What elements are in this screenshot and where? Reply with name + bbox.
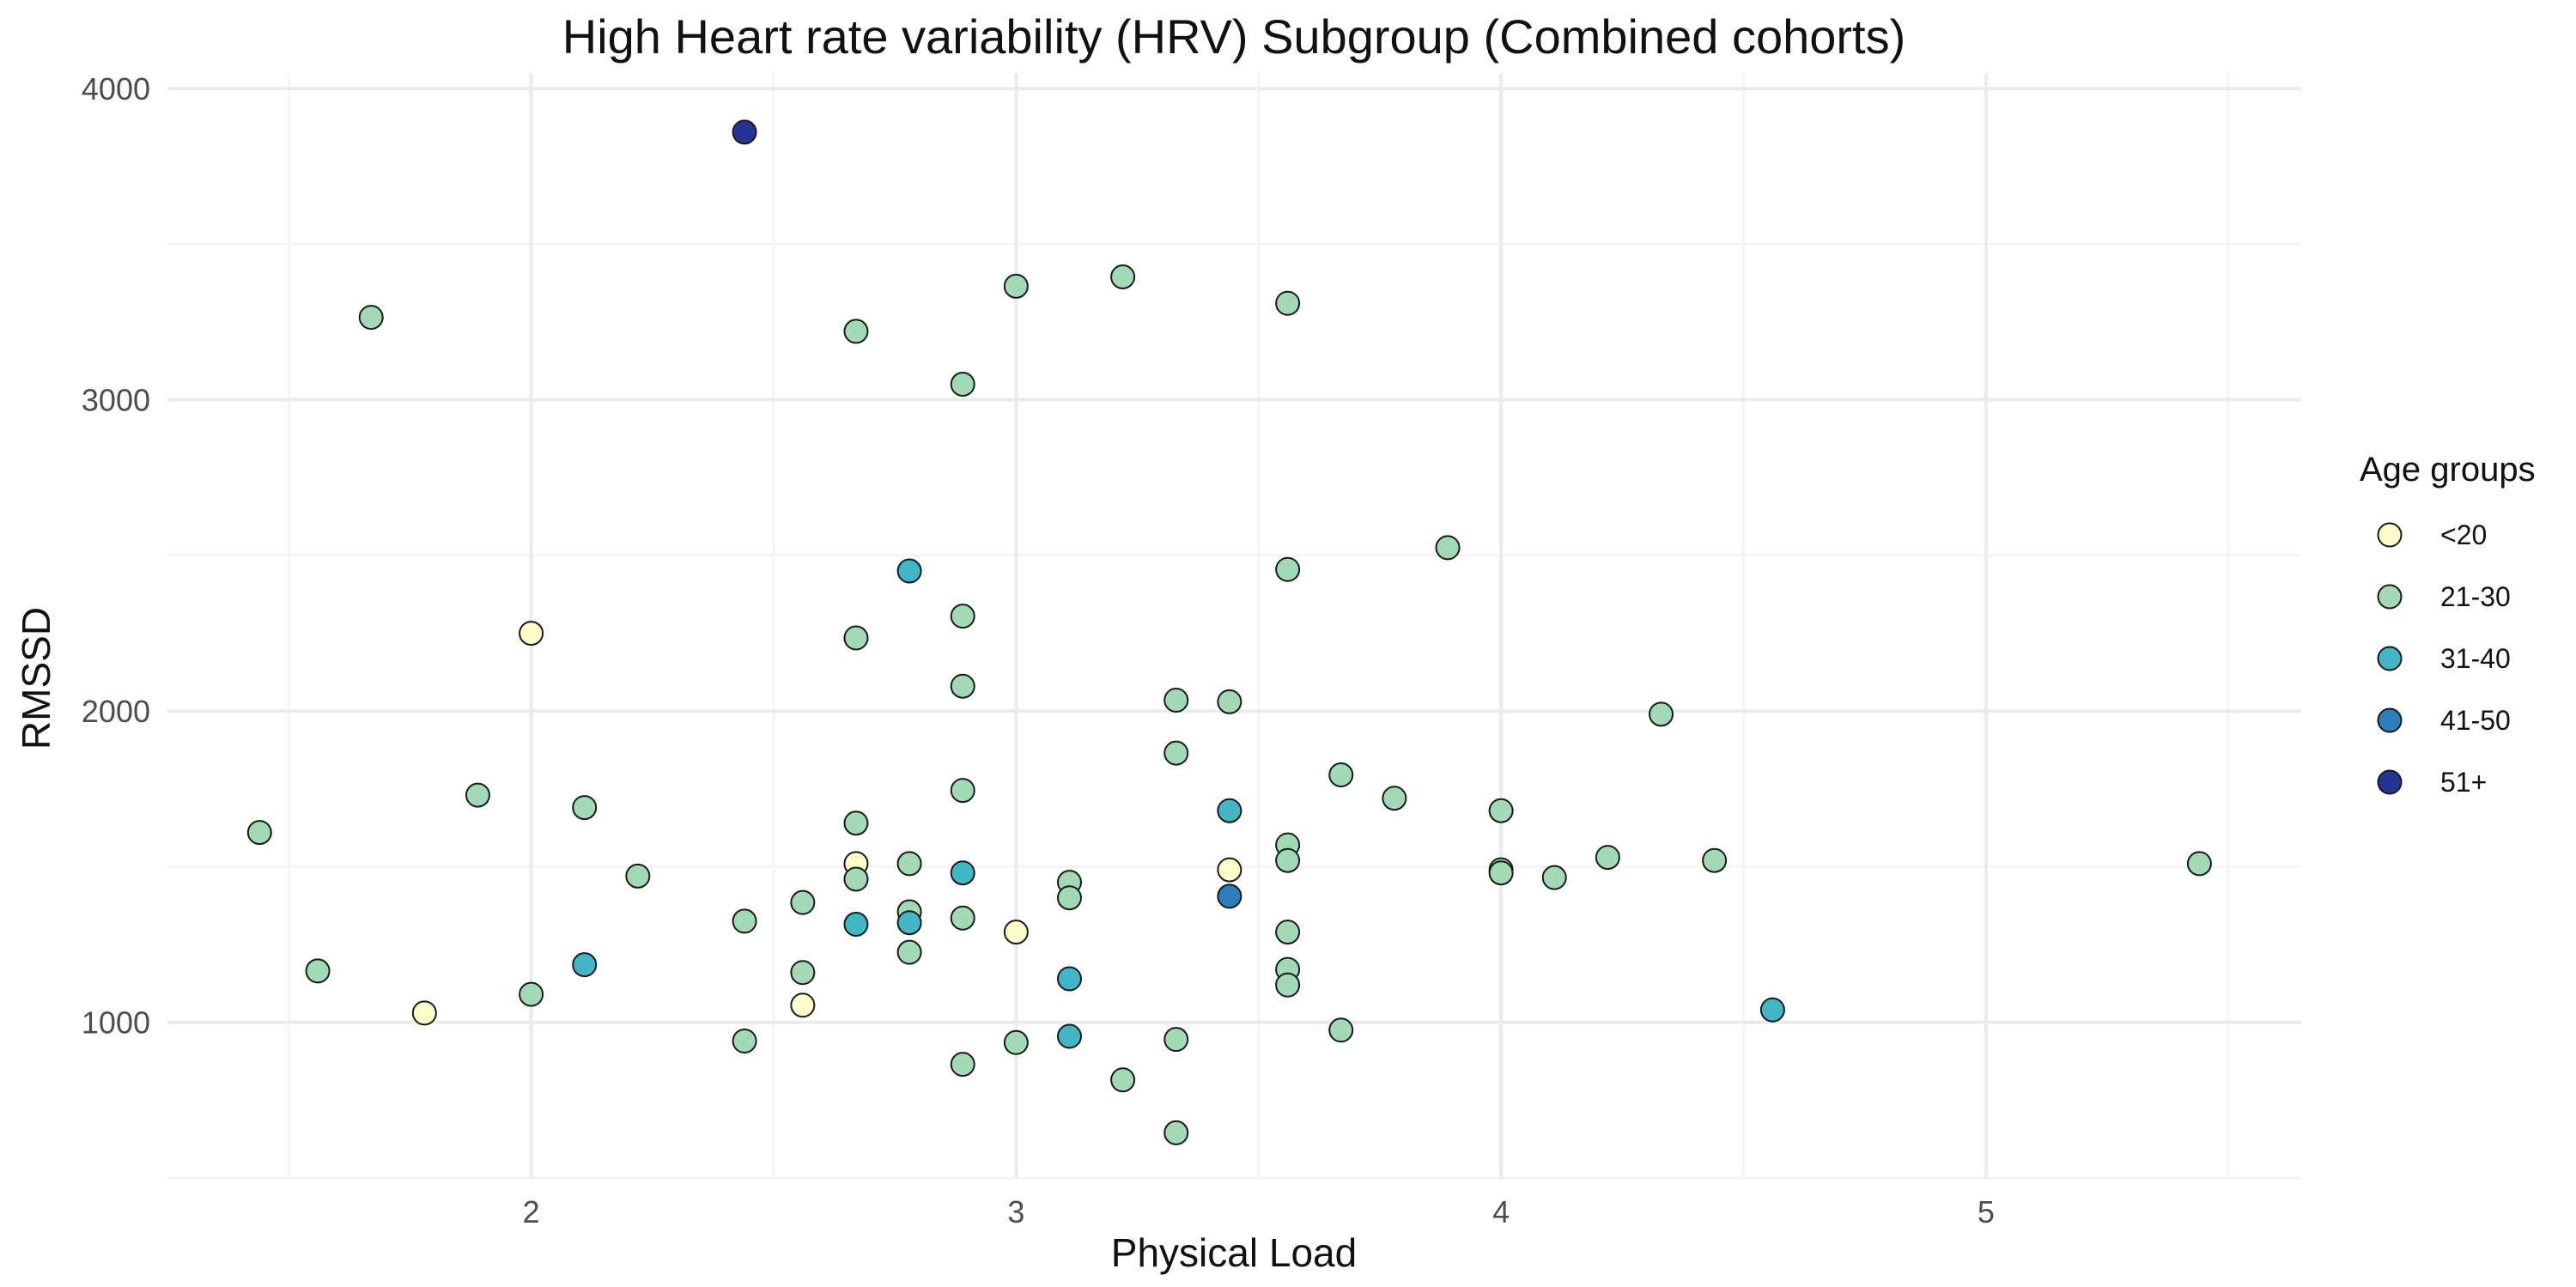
data-point: [843, 810, 869, 836]
data-point: [843, 319, 869, 344]
data-point: [519, 981, 544, 1007]
data-point: [1328, 762, 1354, 788]
data-point: [358, 305, 384, 331]
legend-key: [2377, 769, 2403, 795]
data-point: [625, 863, 651, 889]
data-point: [1110, 264, 1136, 289]
data-point: [790, 889, 816, 915]
data-point: [896, 910, 922, 936]
data-point: [1595, 845, 1620, 871]
legend-label: 21-30: [2440, 581, 2511, 612]
data-point: [1275, 920, 1301, 945]
data-point: [1163, 740, 1189, 766]
data-point: [950, 1052, 975, 1078]
y-tick-label: 1000: [82, 1005, 150, 1041]
data-point: [1163, 688, 1189, 713]
y-axis-title: RMSSD: [14, 607, 58, 750]
data-point: [1003, 1029, 1029, 1055]
data-point: [950, 860, 975, 886]
data-point: [2186, 851, 2212, 877]
data-point: [950, 604, 975, 629]
data-point: [843, 866, 869, 892]
x-tick-label: 4: [1492, 1194, 1510, 1229]
grid: [167, 73, 2301, 1180]
data-point: [1702, 847, 1728, 873]
data-point: [896, 939, 922, 965]
y-tick-label: 4000: [82, 71, 150, 106]
data-point: [1275, 972, 1301, 998]
data-point: [1217, 883, 1242, 909]
data-point: [790, 960, 816, 986]
data-point: [1056, 885, 1082, 911]
legend-key: [2377, 707, 2403, 733]
data-point: [950, 905, 975, 931]
y-tick-label: 3000: [82, 383, 150, 418]
x-tick-label: 2: [523, 1194, 540, 1229]
legend-key: [2377, 646, 2403, 671]
data-point: [1003, 273, 1029, 299]
data-point: [1488, 860, 1514, 886]
legend-title: Age groups: [2360, 451, 2536, 489]
legend-label: 41-50: [2440, 705, 2511, 736]
x-tick-label: 5: [1978, 1194, 1995, 1229]
y-tick-labels: 1000 2000 3000 4000: [82, 71, 150, 1041]
data-point: [1163, 1027, 1189, 1053]
data-points: [246, 119, 2212, 1145]
data-point: [732, 908, 757, 934]
data-point: [1163, 1120, 1189, 1145]
data-point: [1328, 1017, 1354, 1043]
data-point: [572, 952, 598, 978]
data-point: [1275, 847, 1301, 873]
data-point: [732, 119, 757, 145]
legend-label: 51+: [2440, 767, 2487, 798]
chart-title: High Heart rate variability (HRV) Subgro…: [562, 9, 1906, 64]
data-point: [572, 795, 598, 821]
data-point: [950, 778, 975, 804]
legend-key: [2377, 584, 2403, 610]
legend: Age groups <20 21-30 31-40 41-50 51+: [2360, 451, 2536, 798]
data-point: [1649, 701, 1674, 727]
data-point: [843, 912, 869, 938]
data-point: [411, 1000, 437, 1026]
legend-label: 31-40: [2440, 643, 2511, 674]
data-point: [1275, 556, 1301, 582]
data-point: [1541, 865, 1567, 890]
x-tick-label: 3: [1007, 1194, 1024, 1229]
data-point: [1217, 689, 1242, 714]
data-point: [1056, 966, 1082, 992]
data-point: [1110, 1067, 1136, 1093]
data-point: [1056, 1023, 1082, 1049]
data-point: [1488, 798, 1514, 823]
data-point: [246, 820, 272, 846]
data-point: [305, 958, 331, 984]
data-point: [1382, 786, 1407, 811]
data-point: [1003, 920, 1029, 945]
data-point: [1435, 535, 1461, 561]
data-point: [519, 621, 544, 647]
data-point: [790, 993, 816, 1018]
y-tick-label: 2000: [82, 694, 150, 729]
data-point: [843, 625, 869, 651]
data-point: [732, 1028, 757, 1053]
data-point: [1217, 857, 1242, 883]
x-tick-labels: 2 3 4 5: [523, 1194, 1995, 1229]
x-axis-title: Physical Load: [1111, 1230, 1357, 1275]
data-point: [1759, 997, 1785, 1023]
data-point: [1217, 798, 1242, 823]
data-point: [950, 673, 975, 699]
legend-label: <20: [2440, 519, 2487, 550]
data-point: [1275, 290, 1301, 316]
data-point: [896, 851, 922, 877]
data-point: [465, 782, 490, 808]
legend-key: [2377, 522, 2403, 548]
data-point: [896, 558, 922, 584]
data-point: [950, 372, 975, 398]
